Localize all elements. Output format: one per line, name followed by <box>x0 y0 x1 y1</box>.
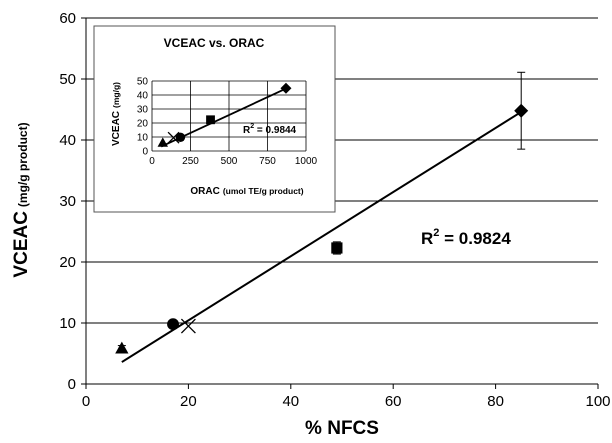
inset-r2-annotation: R2 = 0.9844 <box>243 123 297 136</box>
main-point-square <box>331 242 343 254</box>
main-x-tick-label: 100 <box>585 393 610 410</box>
main-y-axis-title: VCEAC(mg/g product) <box>11 122 32 277</box>
main-y-tick-label: 10 <box>59 315 76 332</box>
inset-y-tick-label: 0 <box>142 147 148 158</box>
inset-x-tick-label: 500 <box>221 156 238 167</box>
inset-point-triangle <box>157 137 169 147</box>
main-y-tick-label: 20 <box>59 254 76 271</box>
inset-y-tick-label: 40 <box>137 91 149 102</box>
inset-y-tick-label: 30 <box>137 105 149 116</box>
inset-point-circle <box>175 132 186 142</box>
inset-x-axis-title: ORAC (umol TE/g product) <box>190 186 303 197</box>
inset-title: VCEAC vs. ORAC <box>164 36 265 50</box>
main-point-x <box>180 318 196 334</box>
main-y-tick-label: 60 <box>59 10 76 27</box>
inset-x-tick-label: 250 <box>182 156 199 167</box>
inset-point-diamond <box>280 82 292 94</box>
main-point-diamond <box>514 103 529 118</box>
main-trendline <box>121 111 522 363</box>
main-x-tick-label: 20 <box>180 393 197 410</box>
main-trendline-group <box>121 111 522 363</box>
main-y-tick-label: 50 <box>59 71 76 88</box>
main-y-tick-label: 0 <box>68 376 76 393</box>
main-x-tick-label: 40 <box>282 393 299 410</box>
main-points <box>115 71 529 354</box>
inset-point-square <box>206 115 215 125</box>
inset-y-tick-label: 10 <box>137 133 149 144</box>
main-y-tick-label: 40 <box>59 132 76 149</box>
inset-points <box>157 82 292 147</box>
main-y-tick-label: 30 <box>59 193 76 210</box>
inset-y-tick-label: 50 <box>137 77 149 88</box>
inset-x-tick-label: 750 <box>259 156 276 167</box>
main-point-triangle <box>115 341 129 354</box>
point-marker-stroke <box>180 318 196 334</box>
main-x-tick-label: 60 <box>385 393 402 410</box>
main-point-circle <box>167 318 179 331</box>
main-axes <box>81 17 599 389</box>
main-r2-annotation: R2 = 0.9824 <box>421 227 511 248</box>
main-x-tick-label: 80 <box>487 393 504 410</box>
inset-y-tick-label: 20 <box>137 119 149 130</box>
main-x-axis-title: % NFCS <box>305 418 379 439</box>
inset-x-tick-label: 0 <box>149 156 155 167</box>
inset-x-tick-label: 1000 <box>295 156 318 167</box>
inset-y-axis-title: VCEAC(mg/g) <box>111 82 122 146</box>
main-x-tick-label: 0 <box>82 393 90 410</box>
